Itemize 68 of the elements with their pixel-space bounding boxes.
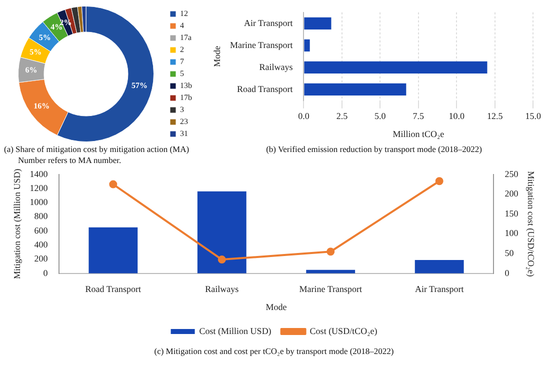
point [218,256,226,264]
legend-label: Cost (USD/tCO₂e) [310,326,378,336]
data-label: 57% [132,81,148,90]
x-axis-title: Million tCO₂e [392,128,444,139]
y2-tick-label: 100 [504,228,519,238]
x-tick-label: 12.5 [487,111,504,122]
x-tick-label: Marine Transport [299,284,362,294]
bar [414,260,464,274]
data-label: 16% [34,101,50,110]
x-tick-label: Railways [205,284,240,294]
point [326,248,335,256]
data-label: 4% [50,22,63,32]
y2-tick-label: 0 [504,268,510,278]
legend-label: 5 [180,69,184,78]
y-tick-label: 200 [34,254,48,264]
point [435,177,444,186]
y-axis-title: Mitigation cost (Million USD) [12,168,22,280]
y-tick-label: 400 [34,239,48,250]
y2-tick-label: 150 [504,208,519,218]
legend-label: 17a [180,33,192,42]
y2-axis-title: Mitigation cost (USD/tCO₂e) [526,171,536,277]
data-label: 6% [25,66,38,75]
x-tick-label: 2.5 [336,111,348,122]
x-tick-label: 7.5 [412,111,425,122]
x-tick-label: 5.0 [374,111,386,122]
y2-tick-label: 50 [504,248,514,258]
y-tick-label: 1400 [30,168,48,179]
x-axis-title: Mode [266,302,287,312]
legend-label: 23 [180,117,188,126]
y-tick-label: Railways [259,62,294,72]
legend-label: 31 [180,129,188,138]
y-axis-title: Mode [212,46,222,67]
legend-label: Cost (Million USD) [199,326,272,336]
bar [304,17,332,30]
text: (c) Mitigation cost and cost per tCO₂e by transport mode (2018–2022) [153,346,395,357]
y-tick-label: 600 [34,225,48,236]
legend-label: 13b [180,81,192,90]
y2-tick-label: 250 [504,168,519,179]
y-tick-label: Air Transport [244,18,294,28]
bar [304,61,488,74]
x-tick-label: Road Transport [85,284,142,294]
y-tick-label: 1200 [30,182,48,193]
legend-label: 12 [180,9,188,18]
text: (a) Share of mitigation cost by mitigation action (MA) [4,144,190,155]
data-label: 5% [38,32,51,42]
legend-label: 2 [180,45,184,54]
y-tick-label: Marine Transport [230,40,294,50]
legend-label: 4 [180,21,184,30]
y-tick-label: 0 [43,268,48,278]
data-label: 5% [30,47,42,56]
legend-label: 7 [180,57,184,66]
bar [304,39,310,52]
y2-tick-label: 200 [504,188,519,199]
x-tick-label: 15.0 [525,111,542,122]
y-tick-label: Road Transport [236,84,294,94]
text: (b) Verified emission reduction by transport mode (2018–2022) [265,144,483,155]
y-tick-label: 1000 [30,197,48,208]
x-tick-label: 10.0 [448,111,466,122]
y-tick-label: 800 [34,211,48,222]
x-tick-label: Air Transport [414,284,464,294]
legend-label: 17b [180,93,192,102]
legend-label: 3 [180,105,184,114]
x-tick-label: 0.0 [298,111,310,122]
point [109,180,118,188]
bar [304,83,406,96]
text: Number refers to MA number. [17,155,122,166]
bar [88,227,138,274]
bar [197,191,246,274]
